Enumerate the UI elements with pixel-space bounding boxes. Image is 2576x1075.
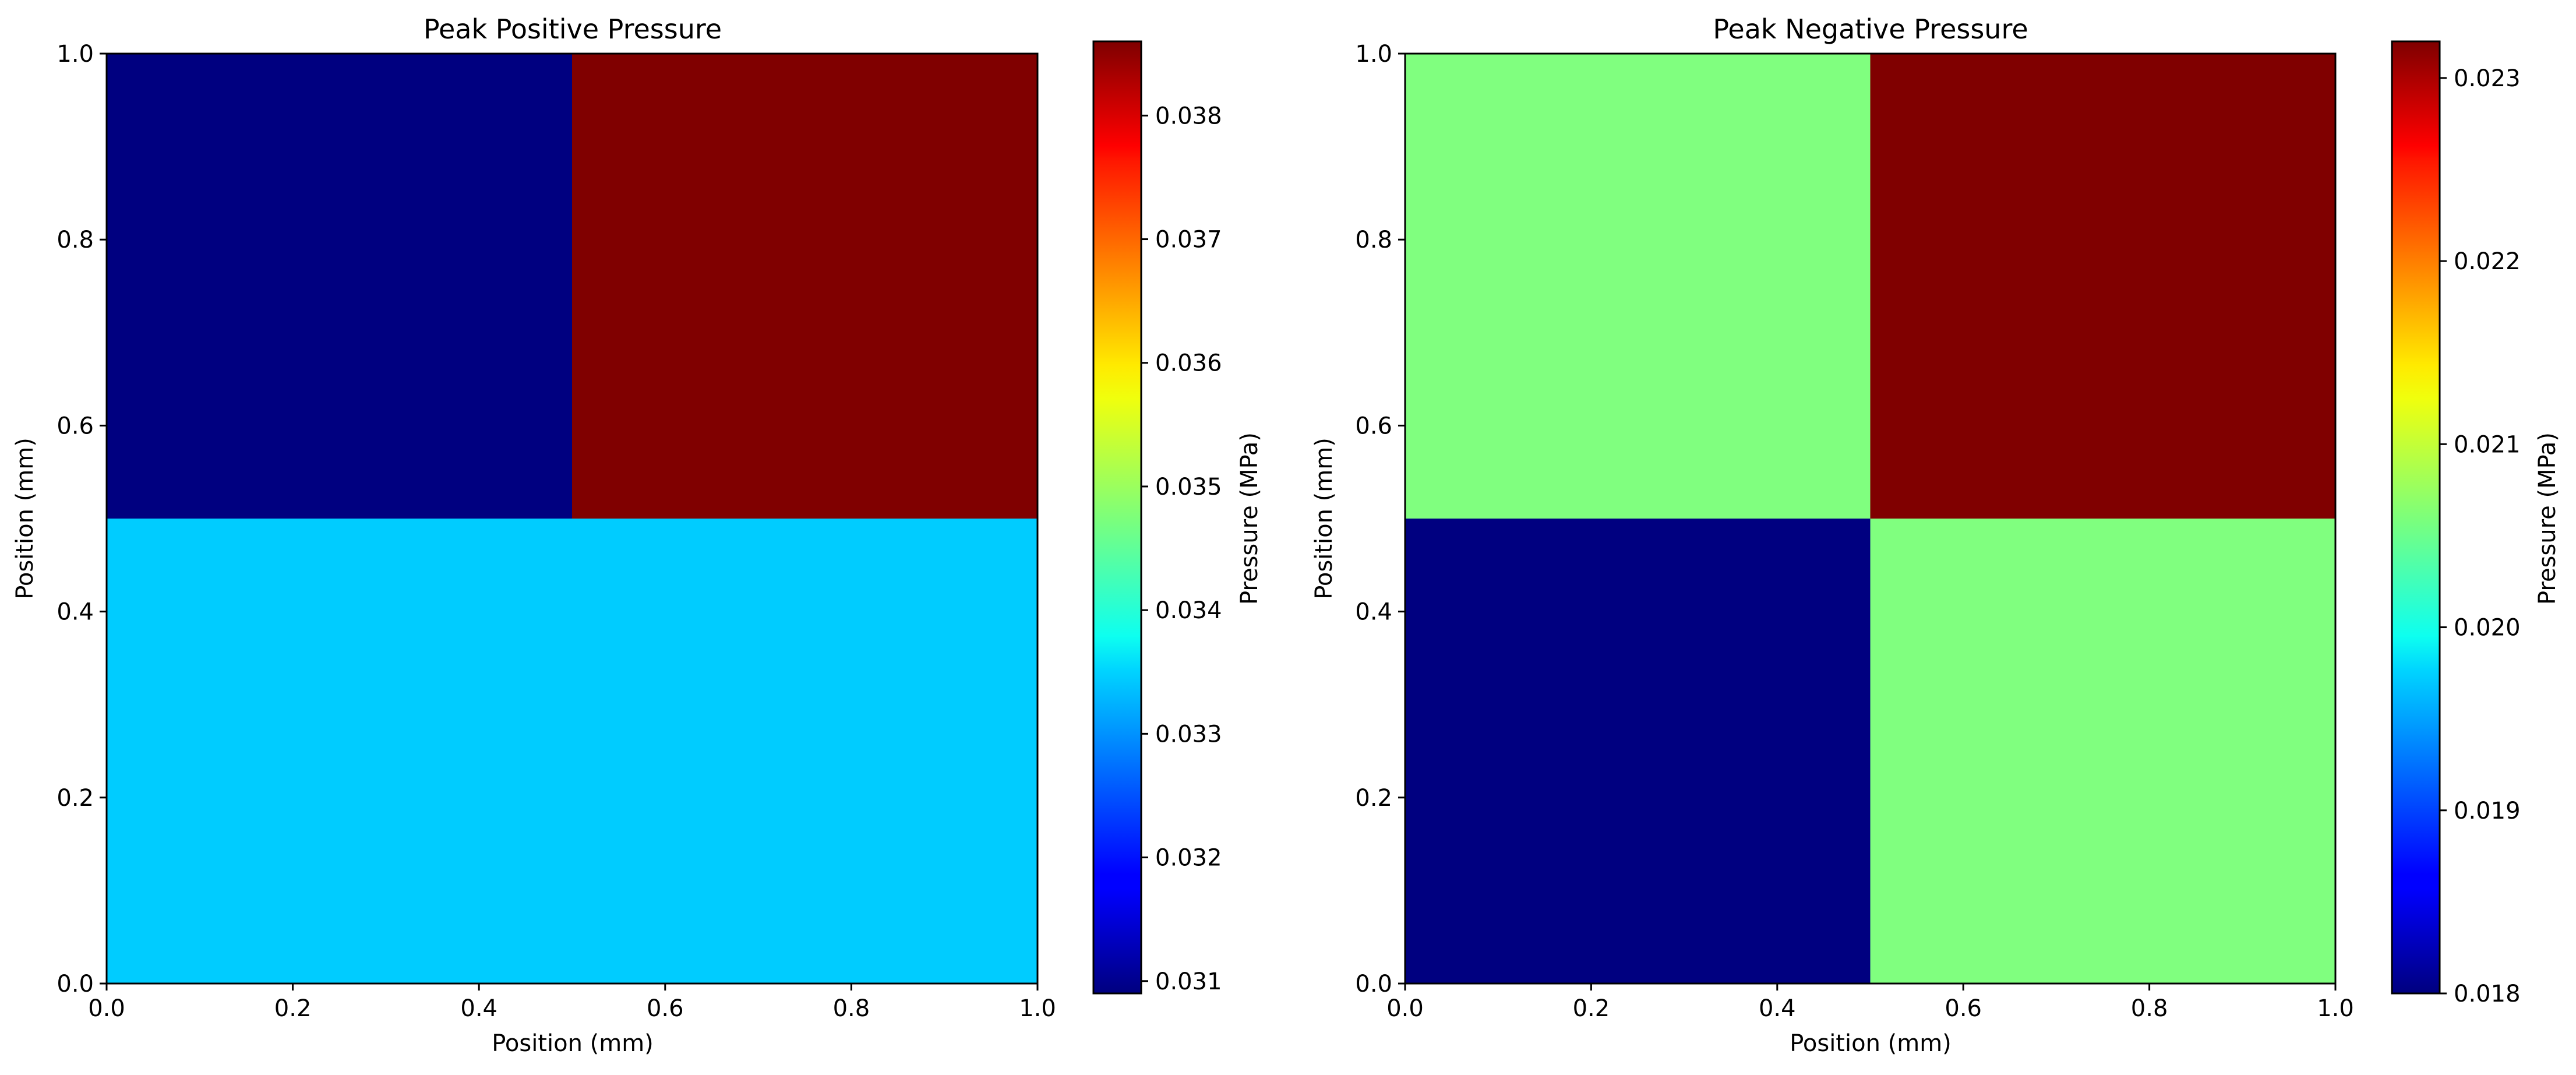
y-axis-label: Position (mm) bbox=[1311, 438, 1338, 600]
heatmap-cells bbox=[1405, 54, 2335, 984]
chart-title: Peak Negative Pressure bbox=[1713, 13, 2028, 45]
heatmap-cell bbox=[1870, 519, 2335, 984]
x-tick-label: 0.4 bbox=[1759, 995, 1796, 1022]
x-tick-label: 0.2 bbox=[1573, 995, 1610, 1022]
colorbar-tick-label: 0.031 bbox=[1155, 968, 1222, 995]
x-tick-label: 0.8 bbox=[833, 995, 870, 1022]
colorbar-label: Pressure (MPa) bbox=[1236, 432, 1263, 605]
heatmap-cells bbox=[107, 54, 1038, 984]
x-tick-label: 0.0 bbox=[1386, 995, 1424, 1022]
y-ticks: 0.0 0.2 0.4 0.6 0.8 1.0 bbox=[57, 41, 107, 998]
colorbar-tick-label: 0.035 bbox=[1155, 474, 1222, 501]
x-axis-label: Position (mm) bbox=[1790, 1030, 1952, 1057]
colorbar-tick-label: 0.019 bbox=[2454, 798, 2521, 824]
colorbar-label: Pressure (MPa) bbox=[2534, 432, 2561, 605]
y-ticks: 0.0 0.2 0.4 0.6 0.8 1.0 bbox=[1355, 41, 1405, 998]
x-tick-label: 1.0 bbox=[1019, 995, 1056, 1022]
chart-title: Peak Positive Pressure bbox=[424, 13, 722, 45]
colorbar-tick-label: 0.032 bbox=[1155, 845, 1222, 872]
colorbar-tick-label: 0.033 bbox=[1155, 721, 1222, 748]
colorbar-ticks: 0.031 0.032 0.033 0.034 0.035 0.036 0.037 0.038 bbox=[1141, 103, 1222, 995]
y-tick-label: 0.0 bbox=[57, 971, 94, 998]
heatmap-cell bbox=[1870, 54, 2335, 519]
heatmap-cell bbox=[1405, 519, 1871, 984]
plot-frame bbox=[1404, 52, 2337, 985]
y-tick-label: 0.4 bbox=[1355, 599, 1392, 626]
x-tick-label: 0.2 bbox=[274, 995, 312, 1022]
colorbar-tick-label: 0.022 bbox=[2454, 248, 2521, 275]
colorbar-tick-label: 0.038 bbox=[1155, 103, 1222, 129]
y-tick-label: 0.2 bbox=[1355, 785, 1392, 812]
x-tick-label: 0.4 bbox=[460, 995, 497, 1022]
y-tick-label: 0.4 bbox=[57, 599, 94, 626]
heatmap-panel-positive: Peak Positive Pressure 0.0 0.2 0.4 0.6 0.8 1.… bbox=[12, 13, 1263, 1057]
y-tick-label: 0.2 bbox=[57, 785, 94, 812]
heatmap-panel-negative: Peak Negative Pressure 0.0 0.2 0.4 0.6 0.8 1.… bbox=[1311, 13, 2561, 1057]
y-tick-label: 1.0 bbox=[57, 41, 94, 68]
y-tick-label: 1.0 bbox=[1355, 41, 1392, 68]
x-tick-label: 0.0 bbox=[88, 995, 125, 1022]
x-axis-label: Position (mm) bbox=[492, 1030, 654, 1057]
y-axis-label: Position (mm) bbox=[12, 438, 38, 600]
heatmap-cell bbox=[107, 519, 572, 984]
heatmap-cell bbox=[572, 519, 1038, 984]
y-tick-label: 0.6 bbox=[1355, 413, 1392, 439]
plot-frame bbox=[105, 52, 1039, 985]
x-ticks: 0.0 0.2 0.4 0.6 0.8 1.0 bbox=[88, 984, 1056, 1022]
x-tick-label: 1.0 bbox=[2317, 995, 2354, 1022]
y-tick-label: 0.0 bbox=[1355, 971, 1392, 998]
heatmap-cell bbox=[572, 54, 1038, 519]
colorbar-tick-label: 0.020 bbox=[2454, 615, 2521, 642]
x-tick-label: 0.6 bbox=[1945, 995, 1982, 1022]
y-tick-label: 0.6 bbox=[57, 413, 94, 439]
y-tick-label: 0.8 bbox=[57, 227, 94, 253]
y-tick-label: 0.8 bbox=[1355, 227, 1392, 253]
colorbar-tick-label: 0.037 bbox=[1155, 227, 1222, 253]
heatmap-cell bbox=[1405, 54, 1871, 519]
colorbar-tick-label: 0.036 bbox=[1155, 350, 1222, 377]
colorbar-tick-label: 0.021 bbox=[2454, 431, 2521, 458]
colorbar-ticks: 0.018 0.019 0.020 0.021 0.022 0.023 bbox=[2440, 65, 2521, 1007]
colorbar bbox=[1092, 40, 1142, 995]
colorbar-tick-label: 0.023 bbox=[2454, 65, 2521, 92]
x-tick-label: 0.8 bbox=[2131, 995, 2168, 1022]
colorbar-tick-label: 0.018 bbox=[2454, 981, 2521, 1007]
x-tick-label: 0.6 bbox=[647, 995, 684, 1022]
colorbar bbox=[2391, 40, 2441, 995]
heatmap-cell bbox=[107, 54, 572, 519]
x-ticks: 0.0 0.2 0.4 0.6 0.8 1.0 bbox=[1386, 984, 2354, 1022]
colorbar-tick-label: 0.034 bbox=[1155, 597, 1222, 624]
